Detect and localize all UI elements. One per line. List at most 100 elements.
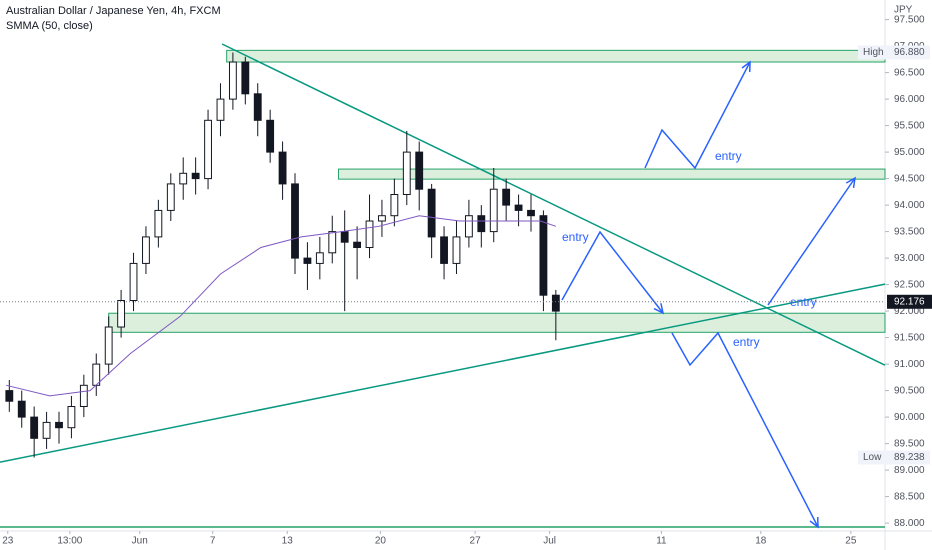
candle-body xyxy=(340,231,349,243)
candle-body xyxy=(142,236,150,264)
y-tick-label: 89.500 xyxy=(894,438,925,449)
candle-body xyxy=(30,416,39,439)
candle-body xyxy=(204,119,212,180)
candle-body xyxy=(278,151,287,185)
candle-body xyxy=(216,98,225,121)
annotation: entry xyxy=(790,295,817,309)
trendline xyxy=(0,283,886,463)
last-price-label: 92.176 xyxy=(894,296,925,307)
candle-body xyxy=(353,241,362,249)
zone xyxy=(108,312,886,333)
candle-body xyxy=(191,172,200,180)
candle-body xyxy=(427,188,436,238)
candle-body xyxy=(489,188,498,233)
candle-body xyxy=(303,257,312,264)
x-tick-label: 13 xyxy=(282,536,294,547)
y-tick-label: 88.500 xyxy=(894,491,925,502)
y-tick-label: 89.000 xyxy=(894,465,925,476)
price-tag-value: 96.880 xyxy=(894,47,925,58)
candle-body xyxy=(241,61,250,95)
y-tick-label: 92.000 xyxy=(894,306,925,317)
x-tick-label: 11 xyxy=(656,536,667,547)
candle-body xyxy=(179,172,188,185)
x-tick-label: 20 xyxy=(375,536,387,547)
last-price-box xyxy=(887,294,932,309)
y-tick-label: 93.000 xyxy=(894,253,925,264)
x-tick-label: Jul xyxy=(543,536,556,547)
candle-body xyxy=(440,236,448,264)
chart-title: Australian Dollar / Japanese Yen, 4h, FX… xyxy=(6,5,221,17)
y-tick-label: 97.500 xyxy=(894,14,925,25)
currency-label: JPY xyxy=(894,5,913,16)
annotation: entry xyxy=(562,230,589,244)
arrow xyxy=(671,331,819,528)
candle-body xyxy=(228,61,237,100)
y-tick-label: 96.500 xyxy=(894,67,925,78)
zone xyxy=(337,168,886,180)
arrow-head xyxy=(653,303,665,315)
candle-body xyxy=(104,326,113,365)
y-tick-label: 91.000 xyxy=(894,359,925,370)
candle-body xyxy=(527,209,535,217)
candle-body xyxy=(328,231,337,254)
price-tag-box xyxy=(858,45,930,60)
x-tick-label: Jun xyxy=(132,536,148,547)
arrow xyxy=(561,230,664,314)
y-tick-label: 90.000 xyxy=(894,412,925,423)
price-tag-value: 89.238 xyxy=(894,452,925,463)
price-tag-box xyxy=(858,450,930,465)
candle-body xyxy=(502,188,511,206)
candle-body xyxy=(5,390,14,402)
zone xyxy=(226,49,886,63)
arrow-head xyxy=(741,60,751,73)
price-tag-name: Low xyxy=(863,452,882,463)
candle-body xyxy=(266,119,275,153)
annotation: entry xyxy=(733,335,760,349)
candle-body xyxy=(415,151,424,190)
candle-body xyxy=(477,215,486,233)
x-tick-label: 23 xyxy=(2,536,14,547)
candle-body xyxy=(79,384,88,408)
x-tick-label: 7 xyxy=(210,536,216,547)
y-tick-label: 91.500 xyxy=(894,332,925,343)
arrow-head xyxy=(845,176,856,188)
candle-body xyxy=(315,252,324,264)
x-tick-label: 27 xyxy=(470,536,482,547)
candle-body xyxy=(551,294,560,312)
candle-body xyxy=(55,421,63,429)
y-tick-label: 92.500 xyxy=(894,279,925,290)
price-tag-name: High xyxy=(863,47,884,58)
arrow-head xyxy=(809,516,819,529)
x-tick-label: 18 xyxy=(755,536,767,547)
candle-body xyxy=(378,215,386,222)
candle-body xyxy=(129,262,138,302)
y-tick-label: 96.000 xyxy=(894,94,925,105)
y-tick-label: 94.500 xyxy=(894,173,925,184)
candle-body xyxy=(166,183,175,211)
candle-body xyxy=(514,204,523,211)
candle-body xyxy=(117,300,126,328)
y-tick-label: 95.000 xyxy=(894,147,925,158)
y-tick-label: 88.000 xyxy=(894,518,925,529)
candle-body xyxy=(402,151,411,196)
y-tick-label: 95.500 xyxy=(894,120,925,131)
candle-body xyxy=(253,93,262,121)
candle-body xyxy=(154,209,163,238)
candle-body xyxy=(452,236,461,264)
annotation: entry xyxy=(715,149,742,163)
candle-body xyxy=(365,220,374,249)
indicator-legend: SMMA (50, close) xyxy=(6,20,93,32)
x-tick-label: 25 xyxy=(845,536,857,547)
y-tick-label: 93.500 xyxy=(894,226,925,237)
x-tick-label: 13:00 xyxy=(57,536,82,547)
candle-body xyxy=(67,406,76,429)
candle-body xyxy=(539,215,548,296)
y-tick-label: 90.500 xyxy=(894,385,925,396)
candle-body xyxy=(17,400,26,418)
candle-body xyxy=(42,421,51,439)
indicator-line xyxy=(6,215,557,397)
candle-body xyxy=(464,215,473,238)
candle-body xyxy=(291,183,299,259)
